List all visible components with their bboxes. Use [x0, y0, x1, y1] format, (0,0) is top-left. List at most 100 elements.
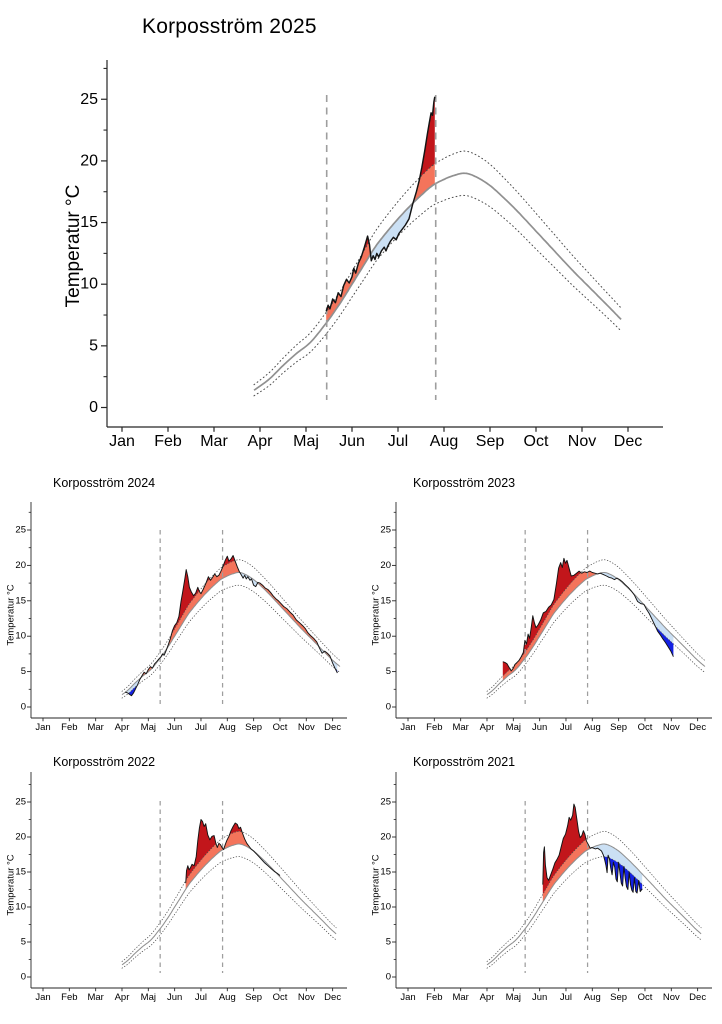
upper-band-dotted-2023	[486, 559, 706, 692]
x-tick-label-2025: Jan	[109, 433, 135, 450]
fill-above-mean-2021	[542, 839, 592, 902]
y-tick-label-2023: 5	[386, 666, 391, 677]
y-tick-label-2021: 25	[380, 797, 391, 808]
fill-above-band-2025	[326, 96, 435, 313]
y-tick-label-2024: 0	[21, 702, 26, 713]
mean-curve-2025	[253, 172, 622, 391]
x-tick-label-2021: Apr	[480, 992, 495, 1003]
x-tick-label-2025: Jun	[339, 433, 365, 450]
x-tick-label-2025: Feb	[154, 433, 182, 450]
x-tick-label-2024: Jul	[195, 722, 207, 733]
x-tick-label-2024: Dec	[324, 722, 341, 733]
x-tick-label-2024: Jan	[35, 722, 50, 733]
chart-group-2021: 0 5 10 15 20 25 Jan Feb Mar Apr Maj Jun Jul Aug Sep Oct…	[380, 772, 712, 1003]
x-tick-label-2022: Nov	[298, 992, 315, 1003]
chart-group-2023: 0 5 10 15 20 25 Jan Feb Mar Apr Maj Jun Jul Aug Sep Oct…	[380, 502, 712, 733]
x-tick-label-2021: Dec	[689, 992, 706, 1003]
x-tick-label-2024: Oct	[273, 722, 288, 733]
chart-group-2025: 0 5 10 15 20 25 Jan Feb Mar Apr Maj Jun Jul Aug Sep Oct…	[80, 60, 663, 450]
fill-below-mean-2021	[592, 844, 643, 885]
x-tick-label-2023: Feb	[426, 722, 442, 733]
x-tick-label-2024: Feb	[61, 722, 77, 733]
chart-title-2022: Korposström 2022	[53, 755, 156, 769]
y-tick-label-2022: 10	[15, 902, 26, 913]
y-tick-label-2024: 10	[15, 631, 26, 642]
y-tick-label-2023: 25	[380, 525, 391, 536]
lower-band-dotted-2022	[121, 856, 337, 969]
lower-band-dotted-2025	[253, 194, 622, 397]
x-tick-label-2021: Feb	[426, 992, 442, 1003]
x-tick-label-2022: Jul	[195, 992, 207, 1003]
x-tick-label-2025: Maj	[293, 433, 319, 450]
x-tick-label-2021: Jun	[532, 992, 547, 1003]
x-tick-label-2021: Aug	[584, 992, 601, 1003]
x-tick-label-2021: Jul	[560, 992, 572, 1003]
x-tick-label-2021: Mar	[452, 992, 468, 1003]
x-tick-label-2021: Oct	[638, 992, 653, 1003]
fill-above-band-2023	[502, 558, 581, 676]
chart-title-2023: Korposström 2023	[413, 476, 516, 490]
chart-title-2021: Korposström 2021	[413, 755, 516, 769]
x-tick-label-2025: Mar	[200, 433, 228, 450]
y-tick-label-2025: 0	[89, 399, 98, 416]
fill-above-mean-2024	[125, 560, 331, 693]
upper-band-dotted-2024	[121, 559, 341, 692]
x-tick-label-2023: Oct	[638, 722, 653, 733]
observed-line-2025	[325, 96, 436, 312]
y-tick-label-2021: 5	[386, 937, 391, 948]
fill-above-mean-2023	[502, 571, 645, 681]
mean-curve-2024	[121, 571, 341, 696]
observed-line-2024	[124, 555, 338, 697]
fill-below-mean-2023	[597, 572, 674, 644]
mean-curve-2023	[486, 571, 706, 696]
x-tick-label-2024: Jun	[167, 722, 182, 733]
x-tick-label-2023: Jan	[400, 722, 415, 733]
x-tick-label-2022: Aug	[219, 992, 236, 1003]
y-tick-label-2021: 20	[380, 832, 391, 843]
y-tick-label-2022: 20	[15, 832, 26, 843]
upper-band-dotted-2022	[121, 831, 337, 962]
x-tick-label-2022: Dec	[324, 992, 341, 1003]
x-tick-label-2025: Jul	[388, 433, 408, 450]
x-tick-label-2024: Maj	[141, 722, 156, 733]
fill-above-band-2022	[185, 819, 242, 881]
x-tick-label-2023: Dec	[689, 722, 706, 733]
fill-below-mean-2025	[370, 203, 413, 261]
y-tick-label-2021: 10	[380, 902, 391, 913]
x-tick-label-2025: Sep	[476, 433, 505, 450]
x-tick-label-2023: Jul	[560, 722, 572, 733]
x-tick-label-2022: Apr	[115, 992, 130, 1003]
x-tick-label-2022: Maj	[141, 992, 156, 1003]
x-tick-label-2023: Nov	[663, 722, 680, 733]
x-tick-label-2023: Mar	[452, 722, 468, 733]
x-tick-label-2023: Jun	[532, 722, 547, 733]
observed-line-2023	[502, 557, 674, 672]
y-tick-label-2025: 25	[80, 91, 98, 108]
x-tick-label-2025: Oct	[524, 433, 549, 450]
x-tick-label-2024: Mar	[87, 722, 103, 733]
fill-above-band-2024	[171, 555, 235, 634]
y-tick-label-2025: 5	[89, 337, 98, 354]
x-tick-label-2021: Maj	[506, 992, 521, 1003]
lower-band-dotted-2021	[486, 856, 702, 969]
y-tick-label-2021: 15	[380, 867, 391, 878]
y-tick-label-2022: 15	[15, 867, 26, 878]
y-tick-label-2024: 20	[15, 560, 26, 571]
fill-above-mean-2022	[185, 831, 280, 890]
x-tick-label-2023: Aug	[584, 722, 601, 733]
x-tick-label-2024: Apr	[115, 722, 130, 733]
mean-curve-2022	[121, 843, 337, 966]
x-tick-label-2025: Dec	[614, 433, 642, 450]
y-tick-label-2023: 0	[386, 702, 391, 713]
x-tick-label-2024: Sep	[245, 722, 262, 733]
x-tick-label-2022: Sep	[245, 992, 262, 1003]
y-tick-label-2022: 5	[21, 937, 26, 948]
observed-line-2021	[542, 803, 643, 894]
y-tick-label-2025: 15	[80, 214, 98, 231]
upper-band-dotted-2025	[253, 150, 622, 386]
x-tick-label-2022: Feb	[61, 992, 77, 1003]
x-tick-label-2025: Apr	[248, 433, 274, 450]
y-tick-label-2023: 15	[380, 595, 391, 606]
x-tick-label-2024: Nov	[298, 722, 315, 733]
chart-title-2024: Korposström 2024	[53, 476, 156, 490]
